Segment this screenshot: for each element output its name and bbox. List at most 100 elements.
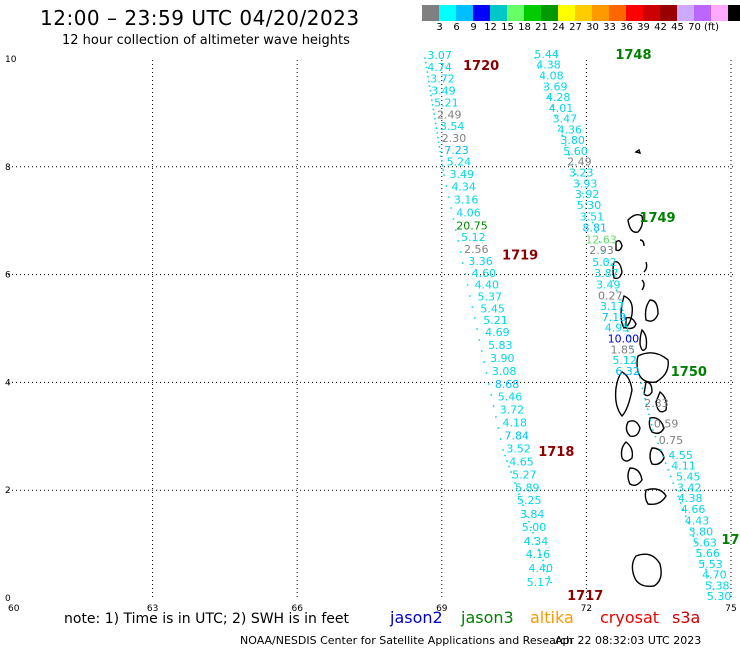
wave-height-value: 5.30 [707, 590, 732, 603]
track-dot [684, 515, 687, 518]
wave-height-value: 4.95 [605, 322, 630, 335]
track-dot [434, 122, 437, 125]
track-dot [687, 522, 690, 524]
track-dot [679, 502, 682, 504]
track-dot [424, 57, 426, 59]
wave-height-value: 3.49 [596, 279, 621, 292]
track-dot [502, 449, 504, 451]
track-dot [433, 117, 436, 120]
wave-height-value: 7.19 [602, 311, 627, 324]
track-dot [542, 559, 544, 562]
track-dot [476, 328, 478, 330]
wave-height-value: 5.21 [483, 314, 508, 327]
track-dot [705, 568, 707, 571]
track-dot [621, 309, 624, 312]
wave-height-value: 5.17 [527, 576, 552, 589]
track-dot [568, 153, 570, 156]
wave-height-value: 3.80 [560, 134, 585, 147]
wave-height-value: 3.16 [454, 193, 479, 206]
track-dot [426, 71, 429, 73]
wave-height-value: 8.81 [583, 221, 608, 234]
track-dot [504, 454, 506, 457]
track-dot [469, 295, 471, 297]
wave-height-value: 3.23 [569, 167, 594, 180]
colorbar-swatch [456, 5, 473, 21]
wave-height-value: 3.42 [677, 481, 702, 494]
colorbar-swatch [490, 5, 507, 21]
track-dot [432, 108, 435, 111]
track-dot [534, 57, 536, 59]
y-tick-label: 6 [5, 271, 11, 281]
colorbar-swatch [558, 5, 575, 21]
wave-height-value: 5.63 [692, 536, 717, 549]
track-dot [544, 86, 547, 88]
wave-height-value: 5.21 [434, 96, 459, 109]
track-dot [628, 335, 631, 338]
wave-height-value: 3.80 [689, 525, 714, 538]
track-dot [650, 423, 653, 426]
y-tick-label: 10 [5, 55, 17, 65]
colorbar-label: 21 [535, 22, 548, 33]
track-dot [441, 164, 444, 167]
wave-height-value: 3.84 [520, 508, 545, 521]
track-dot [512, 476, 514, 479]
track-dot [699, 555, 702, 558]
y-tick-label: 2 [5, 486, 11, 496]
colorbar-label: 6 [453, 22, 460, 33]
track-dot [508, 465, 510, 468]
wave-height-value: 4.18 [503, 417, 527, 430]
wave-height-value: 0.59 [654, 418, 679, 431]
track-dot [524, 509, 526, 512]
wave-height-value: 5.24 [447, 156, 472, 169]
track-dot [459, 251, 462, 253]
x-tick-label: 66 [291, 604, 303, 614]
track-dot [540, 76, 543, 79]
track-dot [664, 462, 667, 465]
wave-height-value: 4.34 [451, 181, 476, 194]
wave-height-value: 4.43 [685, 515, 710, 528]
track-dot [551, 105, 553, 108]
track-dot [712, 588, 715, 591]
track-time-label: 1717 [567, 589, 603, 604]
wave-height-value: 5.46 [498, 391, 523, 404]
track-dot [548, 576, 550, 578]
wave-height-value: 4.65 [509, 455, 534, 468]
track-dot [638, 377, 641, 379]
track-dot [427, 75, 429, 78]
wave-height-value: 4.40 [529, 562, 554, 575]
wave-height-value: 3.72 [430, 73, 455, 86]
wave-height-value: 5.00 [522, 521, 547, 534]
track-dot [433, 113, 436, 116]
colorbar-swatch [609, 5, 626, 21]
wave-height-value: 5.30 [577, 199, 602, 212]
units-note: note: 1) Time is in UTC; 2) SWH is in fe… [64, 611, 350, 627]
track-dot [564, 144, 567, 147]
map-title: 12:00 – 23:59 UTC 04/20/2023 [40, 6, 360, 30]
track-dot [495, 416, 497, 418]
track-dot [694, 541, 697, 544]
track-dot [447, 196, 450, 198]
colorbar-swatch [711, 5, 728, 21]
legend-jason2: jason2 [390, 608, 443, 627]
x-tick-label: 63 [147, 604, 158, 614]
wave-height-value: 4.06 [456, 206, 481, 219]
track-dot [429, 89, 432, 92]
track-dot [454, 229, 457, 231]
wave-height-value: 2.56 [464, 243, 489, 256]
track-dot [677, 495, 680, 498]
track-dot [464, 273, 467, 275]
colorbar-label: 42 [654, 22, 667, 33]
track-dot [466, 284, 469, 286]
track-dot [585, 202, 587, 205]
track-dot [697, 548, 700, 551]
track-dot [471, 306, 474, 308]
wave-height-value: 3.90 [490, 352, 515, 365]
track-dot [642, 392, 645, 395]
wave-height-value: 4.38 [678, 492, 703, 505]
track-dot [473, 317, 476, 319]
colorbar-unit: (ft) [704, 22, 720, 33]
track-dot [648, 413, 650, 416]
wave-height-value: 4.01 [549, 102, 574, 115]
track-dot [557, 124, 560, 127]
